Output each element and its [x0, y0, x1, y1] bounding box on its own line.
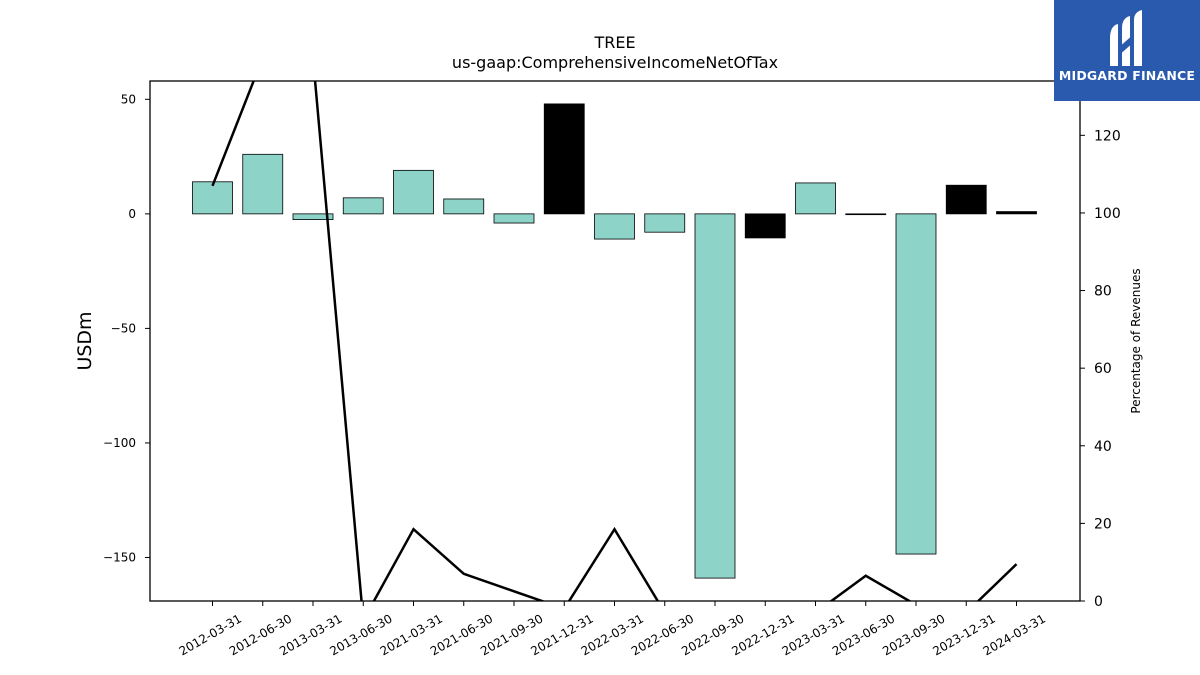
y2-axis-label: Percentage of Revenues — [1129, 268, 1143, 413]
revenue-percentage-line — [211, 81, 1018, 601]
bar — [895, 213, 937, 555]
bar — [744, 213, 786, 239]
bar — [845, 213, 887, 216]
y2-tick-label: 120 — [1094, 128, 1121, 144]
y2-tick-label: 40 — [1094, 439, 1112, 455]
bar — [443, 198, 485, 215]
y-tick-label: 0 — [128, 207, 136, 221]
bar — [594, 213, 635, 240]
y-tick-label: 50 — [121, 92, 136, 106]
line-layer — [211, 81, 1018, 601]
y-tick-label: −50 — [111, 321, 136, 335]
y2-tick-label: 60 — [1094, 361, 1112, 377]
bar — [644, 213, 686, 233]
logo: MIDGARD FINANCE — [1054, 0, 1200, 101]
logo-text: MIDGARD FINANCE — [1058, 68, 1196, 83]
y2-tick-label: 100 — [1094, 206, 1121, 222]
bar — [292, 213, 334, 220]
logo-mark-icon — [1110, 10, 1142, 66]
bar — [694, 213, 736, 579]
bars-layer — [192, 103, 1037, 579]
y-tick-label: −100 — [103, 436, 136, 450]
bar — [945, 184, 987, 215]
y-axis-label: USDm — [74, 311, 96, 370]
x-axis: 2012-03-312012-06-302013-03-312013-06-30… — [177, 601, 1048, 658]
y2-tick-label: 20 — [1094, 516, 1112, 532]
bar — [342, 197, 384, 215]
bar — [242, 153, 284, 215]
y-axis-left: 50 0 −50 −100 −150 — [103, 92, 150, 564]
y2-tick-label: 0 — [1094, 594, 1103, 610]
y-tick-label: −150 — [103, 550, 136, 564]
y2-tick-label: 80 — [1094, 284, 1112, 300]
bar — [393, 169, 434, 215]
bar — [996, 211, 1037, 215]
plot-frame — [149, 80, 1081, 602]
y-axis-right: 120 100 80 60 40 20 0 — [1080, 128, 1121, 610]
bar — [192, 181, 233, 215]
bar — [493, 213, 535, 224]
bar — [795, 182, 836, 215]
chart-title: TREE — [593, 33, 635, 52]
chart-subtitle: us-gaap:ComprehensiveIncomeNetOfTax — [452, 53, 778, 72]
bar — [543, 103, 585, 215]
